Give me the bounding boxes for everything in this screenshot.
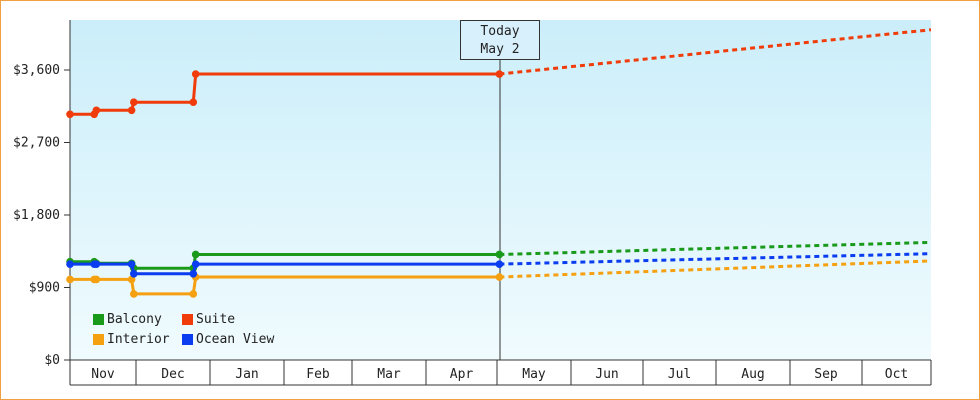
x-tick-label: Jun xyxy=(595,367,618,382)
series-point xyxy=(130,290,138,298)
legend-item-ocean-view: Ocean View xyxy=(182,332,274,347)
series-point xyxy=(191,250,200,259)
series-point xyxy=(191,260,200,268)
legend-item-interior: Interior xyxy=(93,332,170,347)
series-point xyxy=(495,250,504,259)
x-tick-label: Oct xyxy=(885,367,908,382)
x-tick-label: Nov xyxy=(91,367,115,382)
series-point xyxy=(130,270,138,278)
x-tick-label: Sep xyxy=(814,367,838,382)
legend-item-balcony: Balcony xyxy=(93,312,162,327)
y-axis: $0 $900 $1,800 $2,700 $3,600 xyxy=(13,20,71,368)
legend-label-suite: Suite xyxy=(196,312,236,327)
series-point xyxy=(127,106,136,115)
series-point xyxy=(495,260,504,268)
y-tick-label: $3,600 xyxy=(13,63,60,78)
series-point xyxy=(66,110,74,119)
x-tick-label: Dec xyxy=(161,367,184,382)
x-tick-label: Mar xyxy=(377,367,401,382)
legend-label-balcony: Balcony xyxy=(107,312,162,327)
x-tick-label: Apr xyxy=(450,367,474,382)
series-point xyxy=(189,290,198,298)
x-tick-label: Aug xyxy=(741,367,764,382)
series-point xyxy=(189,98,198,107)
today-label: Today xyxy=(480,24,520,39)
series-point xyxy=(92,260,101,268)
series-point xyxy=(127,260,136,268)
legend-swatch-ocean-view xyxy=(182,334,193,345)
x-tick-label: May xyxy=(522,367,546,382)
series-point xyxy=(189,270,198,278)
series-point xyxy=(92,275,101,284)
series-forecast-1 xyxy=(499,28,932,76)
x-tick-label: Jul xyxy=(668,367,691,382)
legend-swatch-interior xyxy=(93,334,104,345)
y-tick-label: $1,800 xyxy=(13,208,60,223)
legend-label-ocean-view: Ocean View xyxy=(196,332,275,347)
y-tick-label: $900 xyxy=(29,281,60,296)
series-point xyxy=(66,260,74,268)
y-tick-label: $0 xyxy=(44,353,60,368)
series-point xyxy=(495,70,504,78)
x-tick-label: Feb xyxy=(306,367,330,382)
series-group xyxy=(66,28,932,298)
series-point xyxy=(66,275,74,284)
legend-swatch-balcony xyxy=(93,314,104,325)
today-date: May 2 xyxy=(480,42,520,57)
series-point xyxy=(191,70,200,78)
series-point xyxy=(130,98,138,107)
y-tick-label: $2,700 xyxy=(13,136,60,151)
legend-label-interior: Interior xyxy=(107,332,170,347)
series-point xyxy=(495,273,504,281)
legend-swatch-suite xyxy=(182,314,193,325)
x-axis: Nov Dec Jan Feb Mar Apr May Jun Jul Aug Sep Oct xyxy=(69,359,932,386)
x-tick-label: Jan xyxy=(235,367,258,382)
series-point xyxy=(92,106,101,115)
today-marker: Today May 2 xyxy=(460,20,540,60)
legend-item-suite: Suite xyxy=(182,312,235,327)
